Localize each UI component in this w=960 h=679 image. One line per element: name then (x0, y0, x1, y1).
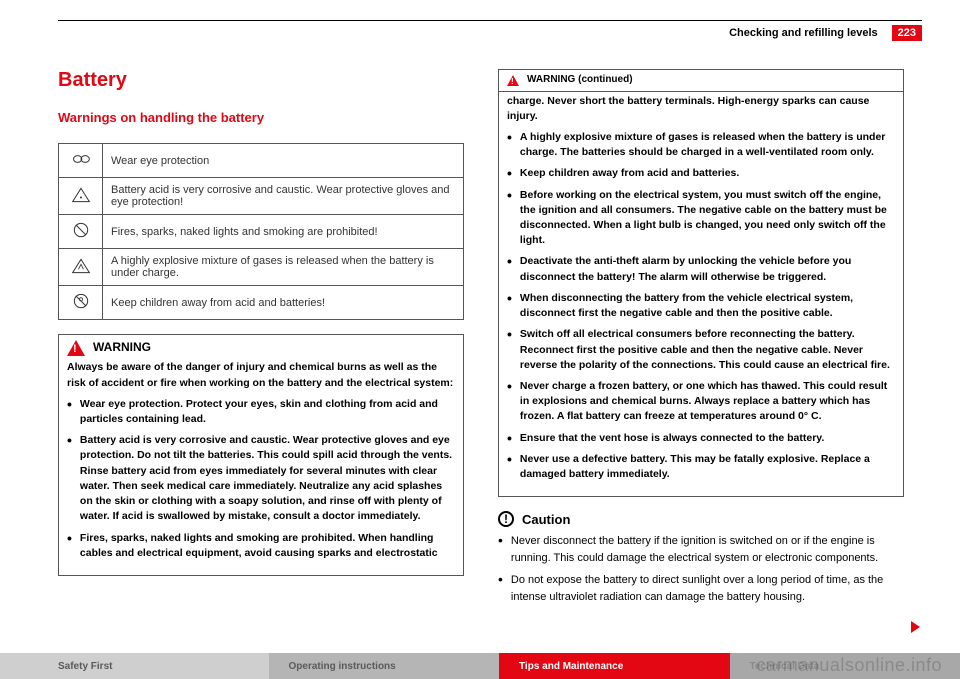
continue-arrow-icon (911, 621, 920, 633)
watermark: carmanualsonline.info (756, 655, 942, 676)
warning-bullet: •Never use a defective battery. This may… (507, 452, 895, 482)
footer-tab-operating[interactable]: Operating instructions (269, 653, 500, 679)
warning-title: WARNING (93, 339, 151, 356)
hazard-row: Fires, sparks, naked lights and smoking … (59, 215, 464, 249)
warning-bullet: •Switch off all electrical consumers bef… (507, 327, 895, 373)
footer-tab-tips[interactable]: Tips and Maintenance (499, 653, 730, 679)
warning-box: WARNING Always be aware of the danger of… (58, 334, 464, 576)
heading-warnings: Warnings on handling the battery (58, 110, 464, 125)
warning-continued-box: WARNING (continued) charge. Never short … (498, 69, 904, 497)
warning-cont-title: WARNING (continued) (527, 73, 633, 88)
warning-lead: Always be aware of the danger of injury … (67, 360, 455, 390)
warning-bullet: •Keep children away from acid and batter… (507, 166, 895, 181)
warning-bullet: •When disconnecting the battery from the… (507, 291, 895, 321)
caution-heading: Caution (498, 511, 904, 527)
warning-bullet-text: A highly explosive mixture of gases is r… (520, 130, 895, 160)
warning-cont-lead: charge. Never short the battery terminal… (507, 94, 895, 124)
caution-bullet-text: Never disconnect the battery if the igni… (511, 533, 904, 566)
warning-bullet: •Wear eye protection. Protect your eyes,… (67, 397, 455, 427)
explosive-icon (59, 249, 103, 286)
hazard-row: Keep children away from acid and batteri… (59, 286, 464, 320)
heading-battery: Battery (58, 69, 464, 92)
warning-bullet-text: Deactivate the anti-theft alarm by unloc… (520, 254, 895, 284)
warning-bullet-text: Battery acid is very corrosive and caust… (80, 433, 455, 524)
warning-bullet-text: When disconnecting the battery from the … (520, 291, 895, 321)
warning-bullet-text: Wear eye protection. Protect your eyes, … (80, 397, 455, 427)
hazard-row: Battery acid is very corrosive and caust… (59, 178, 464, 215)
warning-bullet-text: Fires, sparks, naked lights and smoking … (80, 531, 455, 561)
warning-bullet-text: Never charge a frozen battery, or one wh… (520, 379, 895, 425)
hazard-text: Fires, sparks, naked lights and smoking … (103, 215, 464, 249)
hazard-text: A highly explosive mixture of gases is r… (103, 249, 464, 286)
hazard-row: Wear eye protection (59, 144, 464, 178)
warning-bullet: •Battery acid is very corrosive and caus… (67, 433, 455, 524)
hazard-text: Keep children away from acid and batteri… (103, 286, 464, 320)
hazard-row: A highly explosive mixture of gases is r… (59, 249, 464, 286)
caution-title: Caution (522, 512, 570, 527)
warning-bullet-text: Before working on the electrical system,… (520, 188, 895, 249)
caution-bullet: •Do not expose the battery to direct sun… (498, 572, 904, 605)
keep-children-away-icon (59, 286, 103, 320)
warning-bullet-text: Keep children away from acid and batteri… (520, 166, 739, 181)
footer-tab-safety[interactable]: Safety First (0, 653, 269, 679)
hazard-text: Battery acid is very corrosive and caust… (103, 178, 464, 215)
warning-bullet: •Before working on the electrical system… (507, 188, 895, 249)
corrosive-icon (59, 178, 103, 215)
warning-triangle-icon (67, 340, 85, 356)
hazard-text: Wear eye protection (103, 144, 464, 178)
page-number: 223 (892, 25, 922, 41)
header-section: Checking and refilling levels (729, 27, 878, 39)
caution-bullet-text: Do not expose the battery to direct sunl… (511, 572, 904, 605)
caution-bullet: •Never disconnect the battery if the ign… (498, 533, 904, 566)
warning-triangle-icon (507, 75, 519, 86)
warning-bullet-text: Switch off all electrical consumers befo… (520, 327, 895, 373)
warning-bullet: •Ensure that the vent hose is always con… (507, 431, 895, 446)
warning-bullet-text: Ensure that the vent hose is always conn… (520, 431, 824, 446)
warning-bullet: •A highly explosive mixture of gases is … (507, 130, 895, 160)
warning-bullet: •Deactivate the anti-theft alarm by unlo… (507, 254, 895, 284)
eye-protection-icon (59, 144, 103, 178)
caution-circle-icon (498, 511, 514, 527)
warning-bullet: •Fires, sparks, naked lights and smoking… (67, 531, 455, 561)
hazard-table: Wear eye protection Battery acid is very… (58, 143, 464, 320)
no-fire-icon (59, 215, 103, 249)
warning-bullet: •Never charge a frozen battery, or one w… (507, 379, 895, 425)
warning-bullet-text: Never use a defective battery. This may … (520, 452, 895, 482)
